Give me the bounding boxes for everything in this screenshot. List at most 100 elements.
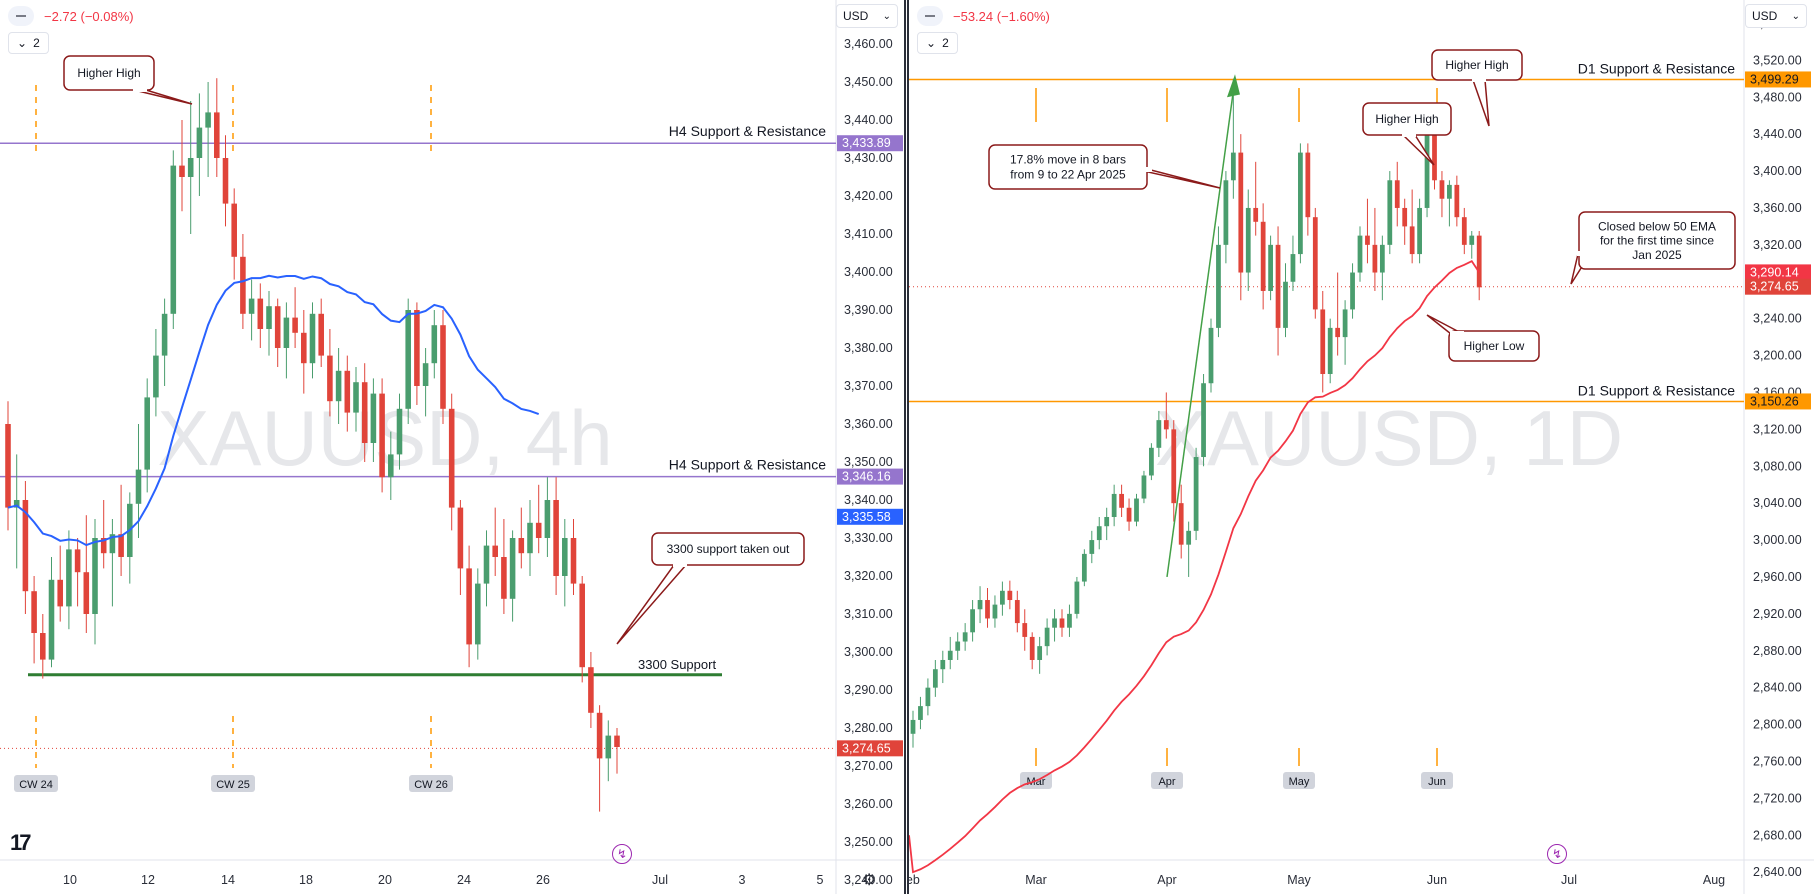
candle-1d-candle	[1156, 420, 1162, 448]
candle-1d-candle	[962, 632, 968, 642]
candle-4h-candle	[109, 534, 116, 554]
price-tick-label: 3,430.00	[844, 151, 893, 165]
candle-4h-candle	[100, 538, 107, 554]
candle-4h-candle	[301, 332, 307, 364]
candle-1d-candle	[1216, 244, 1221, 328]
callout-higher-high-1-seam	[1472, 77, 1486, 82]
indicator-count-value: 2	[33, 36, 40, 50]
price-badge	[837, 740, 903, 757]
week-label: CW 26	[414, 779, 448, 791]
price-tick-label: 3,340.00	[844, 493, 893, 507]
callout-support-taken-pointer	[616, 564, 688, 645]
candle-1d-candle	[1163, 420, 1169, 430]
price-tick-label: 2,920.00	[1753, 607, 1802, 621]
price-tick-label: 3,200.00	[1753, 349, 1802, 363]
candle-1d-candle	[1230, 152, 1236, 181]
callout-support-taken-text: 3300 support taken out	[667, 542, 790, 556]
legend-header-right: −53.24 (−1.60%)	[917, 6, 1050, 26]
currency-label: USD	[843, 9, 869, 23]
candle-1d-candle	[1320, 309, 1326, 375]
candle-1d-candle	[1268, 244, 1273, 291]
chart-4h-plot[interactable]: XAUUSD, 4h 3,460.00 3,450.00 3,440.00 3,430.…	[0, 0, 904, 894]
price-tick-label: 3,080.00	[1753, 459, 1802, 473]
callout-ema-box	[1578, 211, 1736, 270]
candle-4h-candle	[518, 538, 525, 554]
candle-4h-candle	[31, 591, 37, 633]
move-arrow-line	[1166, 78, 1236, 578]
month-label: Apr	[1158, 776, 1175, 788]
callout-higher-low-box	[1448, 330, 1540, 362]
minus-icon[interactable]	[917, 6, 943, 26]
currency-select-left[interactable]: USD ⌄	[836, 4, 898, 28]
price-tick-label: 3,240.00	[844, 873, 893, 887]
chart-pane-4h[interactable]: XAUUSD, 4h 3,460.00 3,450.00 3,440.00 3,430.…	[0, 0, 906, 894]
candle-1d-candle	[1029, 636, 1035, 660]
d1-level-label-lower: D1 Support & Resistance	[1578, 382, 1735, 398]
callout-ema-text: for the first time since	[1600, 234, 1714, 248]
indicator-count-right[interactable]: ⌄ 2	[917, 32, 958, 54]
candle-1d-candle	[1290, 254, 1296, 282]
chevron-down-icon: ⌄	[882, 10, 891, 22]
candle-1d-candle	[1260, 221, 1266, 291]
candle-1d-candle	[1439, 180, 1445, 199]
price-badge-label: 3,346.16	[842, 470, 891, 484]
tradingview-logo[interactable]: 17	[10, 830, 32, 855]
candle-1d-candle	[1379, 244, 1385, 273]
price-tick-label: 3,040.00	[1753, 496, 1802, 510]
currency-select-right[interactable]: USD ⌄	[1745, 4, 1807, 28]
candle-4h-candle	[283, 317, 290, 348]
price-badge-label: 3,274.65	[1750, 280, 1799, 294]
time-tick-label: Aug	[1703, 873, 1725, 887]
candle-1d-candle	[1409, 226, 1415, 255]
callout-move-seam	[1138, 167, 1152, 172]
candle-1d-candle	[1022, 623, 1028, 637]
lightning-icon[interactable]: ↯	[612, 844, 632, 864]
candle-4h-candle	[179, 165, 185, 177]
candle-4h-candle	[388, 454, 394, 478]
candle-1d-candle	[1283, 281, 1288, 328]
candle-1d-candle	[1454, 184, 1460, 218]
candle-4h-candle	[440, 325, 446, 409]
candle-4h-candle	[379, 393, 385, 478]
candle-4h-candle	[57, 579, 63, 607]
price-tick-label: 3,350.00	[844, 455, 893, 469]
candle-4h-candle	[92, 538, 98, 614]
minus-icon[interactable]	[8, 6, 34, 26]
gear-icon[interactable]: ⚙	[862, 872, 877, 889]
support-3300-label: 3300 Support	[638, 657, 716, 672]
candle-1d-candle	[1245, 207, 1251, 273]
candle-1d-candle	[1365, 235, 1370, 245]
candle-1d-candle	[1193, 457, 1199, 531]
candle-4h-candle	[161, 313, 168, 356]
week-label-bg	[409, 775, 453, 792]
chart-1d-plot[interactable]: XAUUSD, 1D3,560.003,520.003,480.003,440.…	[909, 0, 1814, 894]
candle-4h-candle	[170, 165, 177, 314]
price-tick-label: 3,270.00	[844, 759, 893, 773]
price-tick-label: 2,720.00	[1753, 791, 1802, 805]
price-change-right: −53.24 (−1.60%)	[953, 8, 1050, 24]
candle-4h-candle	[553, 500, 559, 576]
time-tick-label: 14	[221, 873, 235, 887]
month-label-bg	[1421, 772, 1453, 789]
price-tick-label: 3,120.00	[1753, 422, 1802, 436]
candle-4h-candle	[596, 712, 603, 759]
candle-1d-candle	[932, 669, 938, 688]
chart-pane-1d[interactable]: XAUUSD, 1D3,560.003,520.003,480.003,440.…	[907, 0, 1814, 894]
candle-1d-candle	[1119, 493, 1124, 508]
candle-4h-candle	[144, 397, 150, 470]
candle-1d-candle	[1275, 244, 1281, 328]
h4-level-label-upper: H4 Support & Resistance	[669, 123, 826, 139]
indicator-count-left[interactable]: ⌄ 2	[8, 32, 49, 54]
candle-1d-candle	[1342, 309, 1348, 338]
callout-ema-seam	[1577, 251, 1591, 256]
price-tick-label: 2,680.00	[1753, 828, 1802, 842]
time-tick-label: 12	[141, 873, 155, 887]
candle-4h-candle	[214, 112, 220, 158]
price-tick-label: 3,260.00	[844, 797, 893, 811]
price-badge-label: 3,274.65	[842, 741, 891, 755]
lightning-icon[interactable]: ↯	[1547, 844, 1567, 864]
chevron-down-icon: ⌄	[926, 36, 937, 50]
candle-4h-candle	[187, 158, 194, 177]
candle-4h-candle	[266, 306, 272, 329]
callout-higher-high-2-seam	[1402, 132, 1416, 137]
